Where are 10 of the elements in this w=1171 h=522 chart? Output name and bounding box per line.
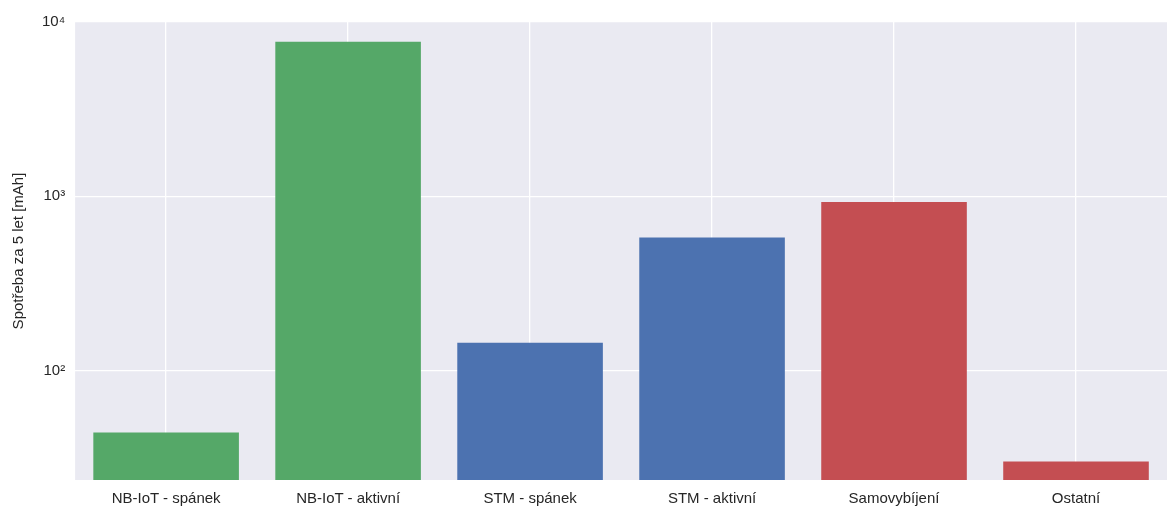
x-tick-label: Samovybíjení [848, 489, 941, 507]
x-tick-label: STM - spánek [483, 489, 578, 507]
y-tick-label: 10² [43, 360, 66, 378]
y-tick-label: 10⁴ [41, 12, 66, 30]
y-tick-label: 10³ [43, 186, 66, 204]
x-tick-label: NB-IoT - spánek [111, 489, 222, 507]
x-tick-label: Ostatní [1051, 489, 1102, 507]
x-tick-label: STM - aktivní [667, 489, 758, 507]
y-axis-title: Spotřeba za 5 let [mAh] [9, 172, 27, 330]
x-tick-label: NB-IoT - aktivní [296, 489, 401, 507]
